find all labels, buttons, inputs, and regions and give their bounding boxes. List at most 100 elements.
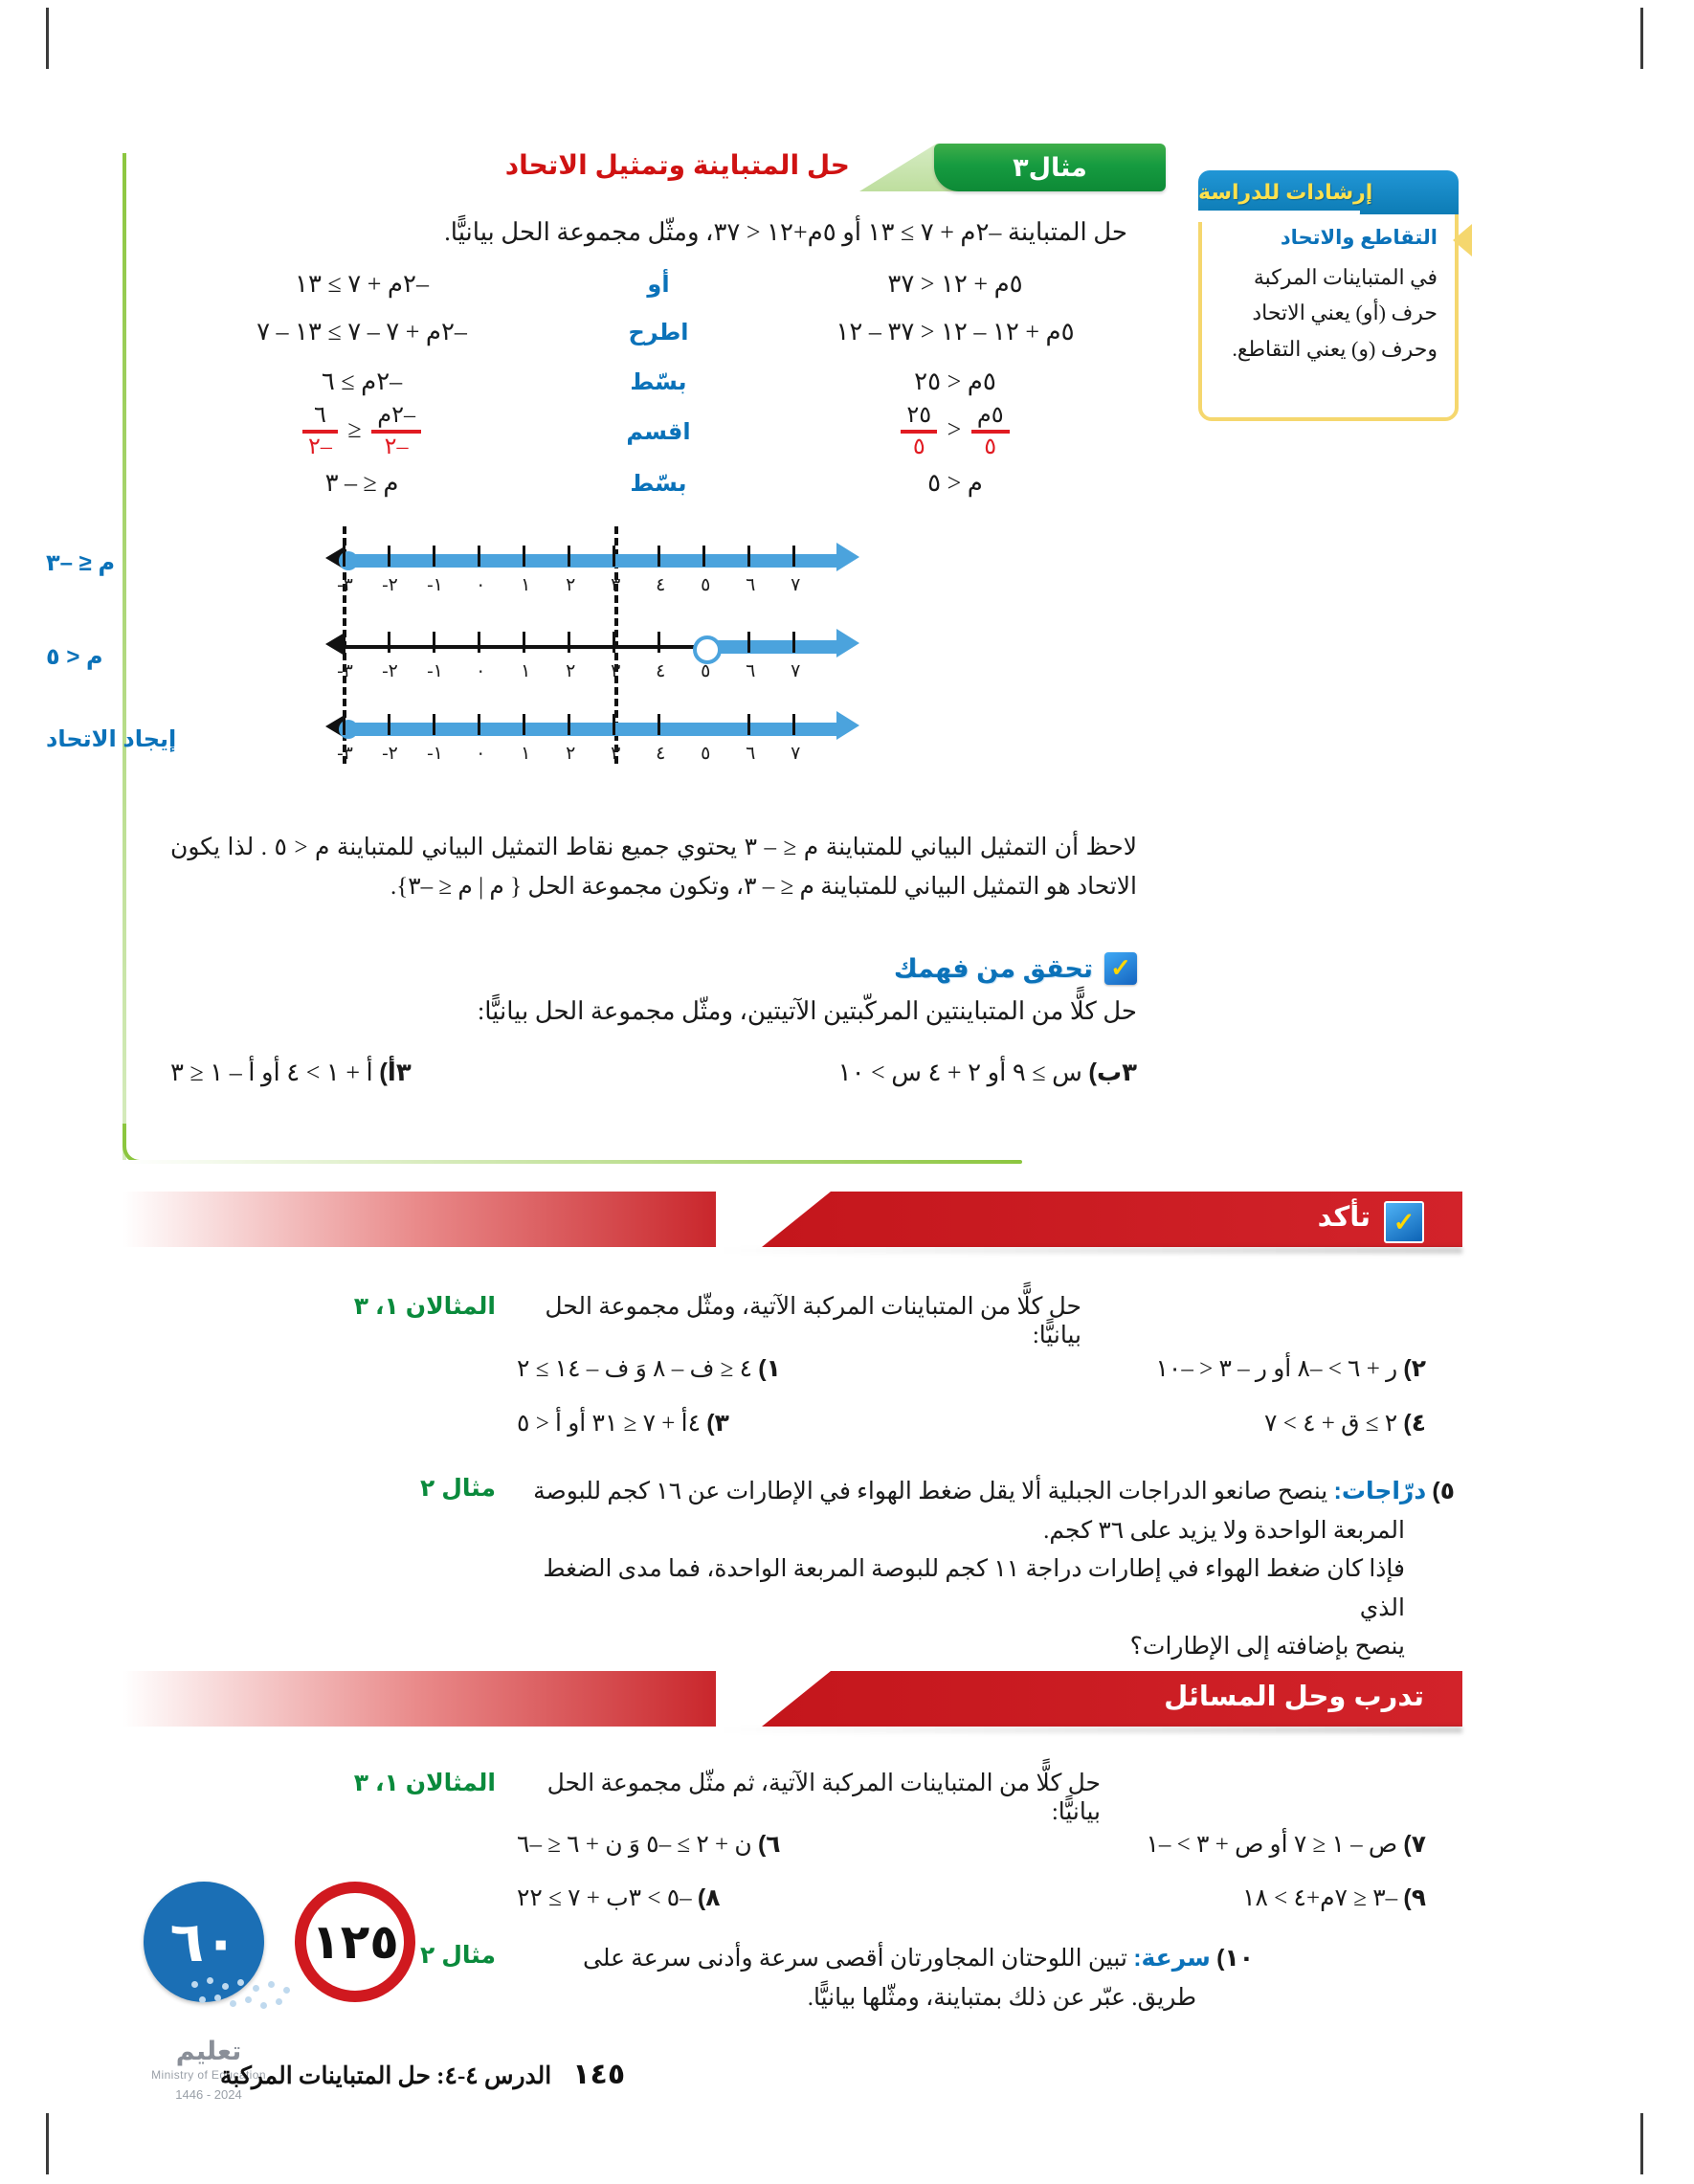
tick-label: ٠ [476, 744, 486, 764]
verify-item: ٢) ر + ٦ > –٨ أو ر – ٣ < –١٠ [1156, 1354, 1427, 1383]
check-item-number: ٣أ) [379, 1058, 412, 1086]
practice-word-problem-ref: مثال ٢ [420, 1942, 496, 1969]
tick [613, 632, 615, 653]
fraction-bar [371, 430, 421, 435]
check-item: ٣أ) أ + ١ > ٤ أو أ – ١ ≤ ٣ [170, 1058, 412, 1087]
practice-item-text: –٥ > ٣ب + ٧ ≥ ٢٢ [517, 1885, 692, 1911]
tick-label: ١- [427, 744, 443, 764]
example-note: لاحظ أن التمثيل البياني للمتباينة م ≤ – … [170, 835, 1137, 901]
step-right-fraction: –٢م –٢ ≤ ٦ –٢ [170, 403, 553, 459]
speed-sign-minimum-value: ٦٠ [169, 1911, 238, 1973]
tick-label: ٥ [701, 744, 711, 764]
verify-word-problem-keyword: درّاجات: [1333, 1478, 1427, 1504]
tick-label: ٠ [476, 575, 486, 595]
check-understanding-prompt: حل كلًّا من المتباينتين المركّبتين الآتي… [478, 997, 1137, 1025]
verify-word-problem-text-1: ينصح صانعو الدراجات الجبلية ألا يقل ضغط … [533, 1479, 1328, 1504]
arrow-right-icon [836, 711, 859, 740]
example-title: حل المتباينة وتمثيل الاتحاد [504, 150, 850, 180]
verify-item-text: ر + ٦ > –٨ أو ر – ٣ < –١٠ [1155, 1356, 1398, 1382]
practice-word-problem-keyword: سرعة: [1133, 1945, 1211, 1972]
verify-item: ٤) ٢ ≥ ق + ٤ > ٧ [1264, 1409, 1426, 1437]
crop-mark-top-right [1640, 8, 1643, 69]
tick-label: ١- [427, 661, 443, 681]
arrow-right-icon [836, 543, 859, 571]
practice-item-number: ٦) [757, 1831, 781, 1858]
step-right: –٢م + ٧ – ٧ ≥ ١٣ – ٧ [256, 318, 467, 345]
verify-item-text: ٢ ≥ ق + ٤ > ٧ [1264, 1411, 1398, 1437]
check-understanding-title: تحقق من فهمك [893, 953, 1093, 983]
tick [747, 632, 750, 653]
step-op: أو [647, 271, 670, 298]
step-right: م ≤ – ٣ [324, 469, 399, 498]
number-line-2-axis-blue [702, 640, 840, 654]
tick [433, 632, 435, 653]
verify-item: ٣) ٤أ + ٧ ≤ ٣١ أو أ < ٥ [517, 1409, 729, 1437]
tick [478, 632, 480, 653]
verify-word-problem-number: ٥) [1432, 1478, 1455, 1504]
example-tab: مثال٣ [934, 144, 1166, 191]
fraction-left-rhs: ٢٥ ٥ [901, 403, 938, 460]
fraction-denominator: ٥ [984, 435, 997, 460]
number-line-2: م < ٥ ٣- ٢- ١- ٠ ١ [46, 618, 859, 689]
fraction-denominator: ٥ [912, 435, 925, 460]
crop-mark-top-left [46, 8, 49, 69]
fraction-numerator: ٦ [314, 403, 326, 428]
fraction-bar [302, 430, 338, 435]
practice-word-problem: ١٠) سرعة: تبين اللوحتان المجاورتان أقصى … [526, 1939, 1254, 2017]
verify-banner-label: تأكد [1317, 1202, 1371, 1233]
panel-corner-rule [123, 1124, 163, 1164]
example-prompt: حل المتباينة ‏–٢م + ٧ ≥ ١٣ أو ٥م+١٢ < ٣٧… [444, 218, 1127, 246]
tick-label: ٣- [337, 744, 353, 764]
crop-mark-bottom-left [46, 2113, 49, 2174]
tick [658, 546, 660, 567]
study-tip-subtitle: التقاطع والاتحاد [1280, 227, 1438, 249]
step-row: ٥م + ١٢ < ٣٧ أو –٢م + ٧ ≥ ١٣ [170, 270, 1147, 299]
tick-label: ٢ [566, 661, 576, 681]
tick [792, 714, 795, 735]
study-tip-body: إرشادات للدراسة التقاطع والاتحاد في المت… [1198, 170, 1472, 421]
tick-label: ٤ [656, 575, 666, 595]
verify-item-number: ٤) [1403, 1410, 1426, 1437]
practice-items-row-1: ٧) ص – ١ ≤ ٧ أو ص + ٣ > –١ ٦) ن + ٢ ≥ –٥… [517, 1830, 1426, 1859]
check-item-text: أ + ١ > ٤ أو أ – ١ ≤ ٣ [170, 1059, 373, 1086]
crop-mark-bottom-right [1640, 2113, 1643, 2174]
verify-word-problem-line-4: ينصح بإضافته إلى الإطارات؟ [526, 1628, 1455, 1667]
step-left: ٥م < ٢٥ [914, 368, 996, 395]
check-understanding-items: ٣ب) س ≥ ٩ أو ٢ + ٤ س > ١٠ ٣أ) أ + ١ > ٤ … [170, 1058, 1137, 1087]
practice-item: ٦) ن + ٢ ≥ –٥ وَ ن + ٦ ≤ –٦ [517, 1830, 781, 1859]
fraction-left-relation: < [947, 415, 962, 444]
endpoint-dot-closed [339, 720, 358, 739]
check-understanding-header: ✓ تحقق من فهمك [894, 952, 1137, 985]
tick-label: ١ [521, 575, 531, 595]
fraction-right-relation: ≤ [347, 415, 362, 444]
ministry-logo: تعليم Ministry of Education 2024 - 1446 [123, 2037, 295, 2102]
study-tip-box: إرشادات للدراسة التقاطع والاتحاد في المت… [1198, 170, 1472, 421]
fraction-numerator: ٢٥ [906, 403, 932, 428]
lesson-title: الدرس ٤-٤: حل المتباينات المركبة [220, 2063, 552, 2089]
practice-item-number: ٩) [1403, 1884, 1426, 1911]
tick [433, 714, 435, 735]
check-item-number: ٣ب) [1088, 1058, 1137, 1086]
verify-items-row-1: ٢) ر + ٦ > –٨ أو ر – ٣ < –١٠ ١) ٤ ≤ ف – … [517, 1354, 1426, 1383]
number-line-3-label: إيجاد الاتحاد [46, 726, 177, 752]
step-row-fraction: ٥م ٥ < ٢٥ ٥ اقسم –٢م [170, 403, 1147, 460]
verify-prompt: حل كلًّا من المتباينات المركبة الآتية، و… [545, 1294, 1081, 1348]
tick [613, 714, 615, 735]
number-line-1-axis [343, 554, 840, 568]
tick-label: ٣- [337, 575, 353, 595]
speed-sign-minimum: ٦٠ [144, 1882, 264, 2002]
panel-bottom-rule [123, 1160, 1022, 1164]
practice-item: ٩) –٣ ≤ ٧م+٤ > ١٨ [1242, 1883, 1426, 1912]
tick [388, 546, 390, 567]
tick-label: ٣ [611, 575, 621, 595]
tick [613, 546, 615, 567]
ministry-logo-arabic: تعليم [175, 2037, 242, 2065]
verify-item-number: ٢) [1403, 1355, 1426, 1382]
number-line-1-label: م ≤ –٣ [46, 550, 116, 576]
number-line-3-union: إيجاد الاتحاد ٣- ٢- ١- ٠ ١ [46, 701, 859, 771]
step-left: ٥م + ١٢ < ٣٧ [887, 270, 1023, 298]
fraction-right-lhs: –٢م –٢ [371, 403, 421, 459]
practice-item-number: ٧) [1403, 1831, 1426, 1858]
step-row: ٥م < ٢٥ بسّط –٢م ≥ ٦ [170, 368, 1147, 396]
tick-label: ٧ [791, 575, 801, 595]
